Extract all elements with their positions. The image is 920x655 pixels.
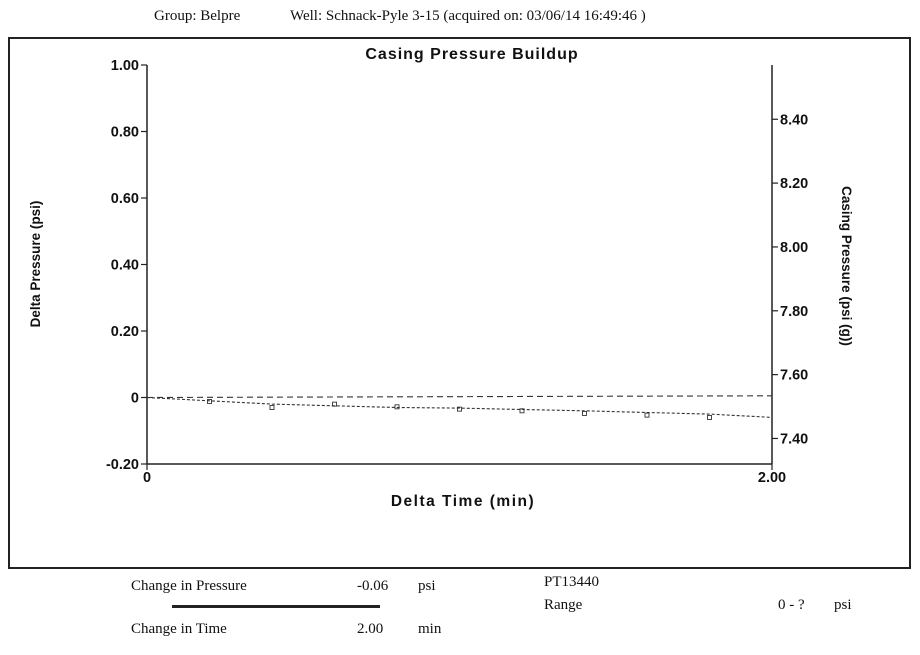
range-label: Range xyxy=(544,597,583,613)
y-left-tick-label: 0.20 xyxy=(111,324,139,340)
change-time-value: 2.00 xyxy=(357,621,384,637)
data-point xyxy=(707,415,712,420)
reference-line xyxy=(146,395,773,399)
y-axis-left-label: Delta Pressure (psi) xyxy=(28,201,43,328)
y-left-tick-label: -0.20 xyxy=(106,457,139,473)
y-left-tick-label: 0.80 xyxy=(111,125,139,141)
well-label: Well: Schnack-Pyle 3-15 (acquired on: 03… xyxy=(290,8,646,24)
range-value: 0 - ? xyxy=(778,597,805,613)
divider-line xyxy=(172,605,380,608)
y-right-tick-label: 7.60 xyxy=(780,368,808,384)
data-point xyxy=(269,405,275,410)
change-pressure-value: -0.06 xyxy=(357,578,389,594)
change-pressure-label: Change in Pressure xyxy=(131,578,247,594)
report-header: Group: Belpre Well: Schnack-Pyle 3-15 (a… xyxy=(0,8,920,30)
y-right-tick-label: 7.40 xyxy=(780,431,808,447)
chart-frame xyxy=(8,37,911,569)
y-left-tick-label: 0 xyxy=(131,391,139,407)
x-tick-label: 0 xyxy=(143,470,151,486)
data-point xyxy=(519,408,525,414)
y-left-tick-label: 1.00 xyxy=(111,58,139,74)
change-time-unit: min xyxy=(418,621,442,637)
y-left-tick-label: 0.40 xyxy=(111,258,139,274)
y-right-tick-label: 7.80 xyxy=(780,304,808,320)
chart: 1.000.800.600.400.200-0.208.408.208.007.… xyxy=(28,46,854,510)
summary-panel: Change in Pressure -0.06 psi Change in T… xyxy=(0,570,920,655)
y-right-tick-label: 8.40 xyxy=(780,112,808,128)
x-axis-label: Delta Time (min) xyxy=(391,493,535,510)
data-point xyxy=(394,404,400,410)
y-axis-right-label: Casing Pressure (psi (g)) xyxy=(839,186,854,346)
change-pressure-unit: psi xyxy=(418,578,436,594)
data-point xyxy=(207,399,212,404)
group-label: Group: Belpre xyxy=(154,8,241,24)
x-tick-label: 2.00 xyxy=(758,470,786,486)
data-point xyxy=(582,411,587,416)
gauge-id: PT13440 xyxy=(544,574,600,590)
data-point xyxy=(644,412,650,418)
y-right-tick-label: 8.20 xyxy=(780,176,808,192)
delta-pressure-line xyxy=(146,396,773,418)
change-time-label: Change in Time xyxy=(131,621,227,637)
y-left-tick-label: 0.60 xyxy=(111,191,139,207)
chart-title: Casing Pressure Buildup xyxy=(365,46,578,63)
range-unit: psi xyxy=(834,597,852,613)
data-point xyxy=(457,406,462,412)
y-right-tick-label: 8.00 xyxy=(780,240,808,256)
data-point xyxy=(332,401,337,407)
